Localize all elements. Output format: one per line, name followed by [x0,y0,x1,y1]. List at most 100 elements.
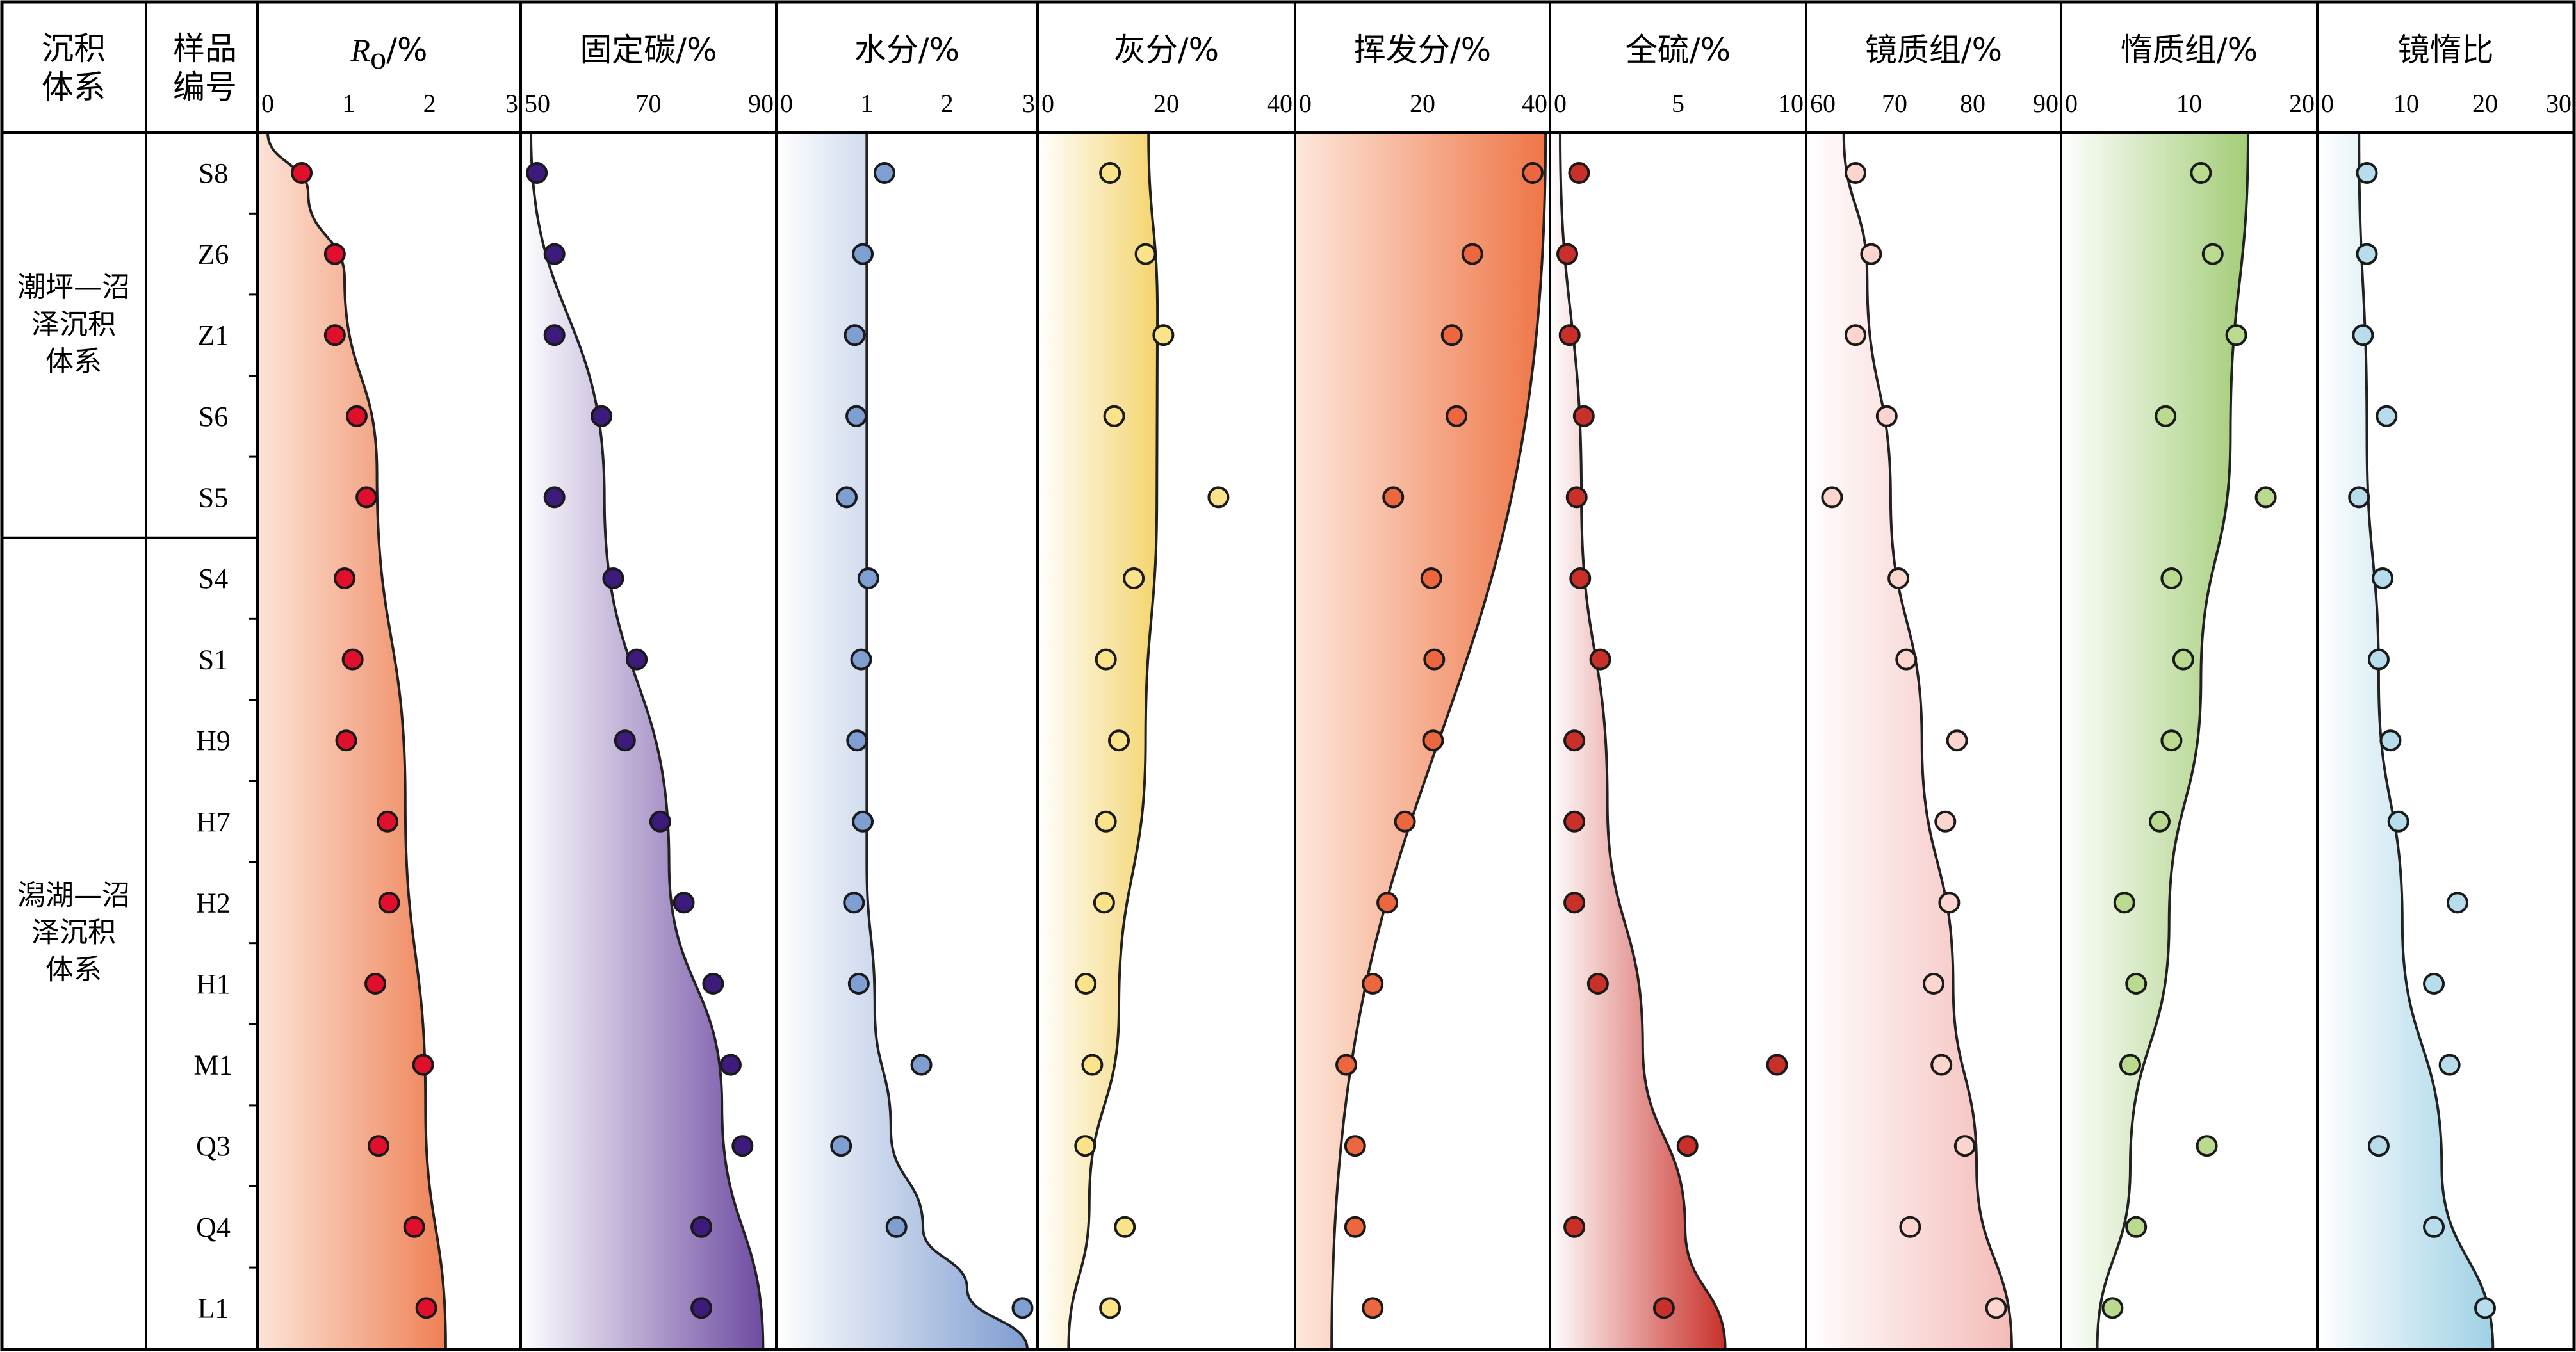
panel-vitrinite: 镜质组/% 60 70 80 90 [1806,31,2058,1350]
data-point [2155,405,2177,427]
data-point [2201,243,2224,265]
data-point [376,810,398,833]
data-point [2113,892,2135,914]
sample-id: Z6 [198,239,229,270]
data-point [364,973,387,995]
panel-vi_ratio: 镜惰比 0 10 20 30 [2317,31,2572,1350]
data-point [2196,1135,2218,1157]
data-point [1394,810,1416,833]
data-point [1676,1135,1699,1157]
data-point [1558,324,1581,346]
data-point [857,567,879,589]
data-point [323,324,346,346]
data-point [2474,1297,2496,1319]
data-point [378,892,400,914]
tick-label: 0 [1554,89,1567,118]
sample-id: H9 [196,725,231,756]
data-point [626,648,648,671]
data-point [543,243,566,265]
data-point [1938,892,1961,914]
tick-label: 80 [1960,89,1985,118]
data-point [1923,973,1944,995]
data-point [2119,1054,2141,1076]
tick-label: 60 [1810,89,1836,118]
trend-curve [1067,132,1159,1350]
tick-label: 40 [1267,89,1292,118]
data-point [602,567,624,589]
data-point [846,729,868,752]
data-point [1563,729,1586,752]
tick-label: 0 [2065,89,2078,118]
data-point [335,729,357,752]
data-point [1821,486,1843,509]
data-point [2160,567,2183,589]
data-point [2438,1054,2461,1076]
data-point [291,162,313,184]
data-point [885,1216,908,1238]
sample-id: S6 [199,401,228,432]
data-point [1572,405,1595,427]
data-point [1568,162,1590,184]
data-point [1335,1054,1358,1076]
system-label-line: 体系 [45,345,102,378]
trend-fill [2061,133,2248,1349]
sample-id: Z1 [198,320,229,351]
trend-curve [1559,132,1727,1350]
data-point [415,1297,437,1319]
data-point [1362,1297,1384,1319]
data-point [1114,1216,1136,1238]
data-point [1895,648,1918,671]
trend-curve [266,132,447,1350]
data-point [1589,648,1611,671]
data-point [1652,1297,1675,1319]
data-point [543,486,566,509]
tick-label: 50 [525,89,550,118]
sample-id: H7 [196,806,231,838]
data-point [2160,729,2183,752]
data-point [2172,648,2194,671]
data-point [2225,324,2247,346]
data-point [1860,243,1882,265]
panel-title: 镜惰比 [2398,31,2494,69]
sample-table: 沉积 体系 样品 编号 潮坪—沼泽沉积体系潟湖—沼泽沉积体系S8Z6Z1S6S5… [17,30,257,1324]
data-point [673,892,695,914]
system-header-line1: 沉积 [42,30,106,67]
data-point [1440,324,1463,346]
data-point [690,1216,713,1238]
data-point [1382,486,1405,509]
data-point [1093,892,1115,914]
system-header-line2: 体系 [42,69,106,106]
data-point [1103,405,1125,427]
data-point [1134,243,1157,265]
panel-title-sub: o [370,40,386,76]
data-point [1099,162,1121,184]
data-point [1522,162,1544,184]
data-point [1423,648,1446,671]
tick-label: 70 [1882,89,1907,118]
data-point [614,729,636,752]
system-label-line: 泽沉积 [31,916,116,949]
trend-fill [1038,133,1158,1349]
panel-title: Ro/% [350,31,428,76]
sample-id: H1 [196,968,231,1000]
data-point [1461,243,1483,265]
data-point [1074,1135,1096,1157]
tick-label: 10 [1778,89,1804,118]
tick-label: 90 [2033,89,2058,118]
data-point [2367,648,2390,671]
trend-fill [521,133,763,1349]
data-point [1420,567,1442,589]
sample-id: S8 [199,158,228,189]
data-point [1123,567,1145,589]
system-label-line: 潟湖—沼 [17,879,130,912]
data-point [847,973,870,995]
data-point [1563,892,1586,914]
data-point [2387,810,2409,833]
trend-fill [2317,133,2493,1349]
data-point [843,892,865,914]
